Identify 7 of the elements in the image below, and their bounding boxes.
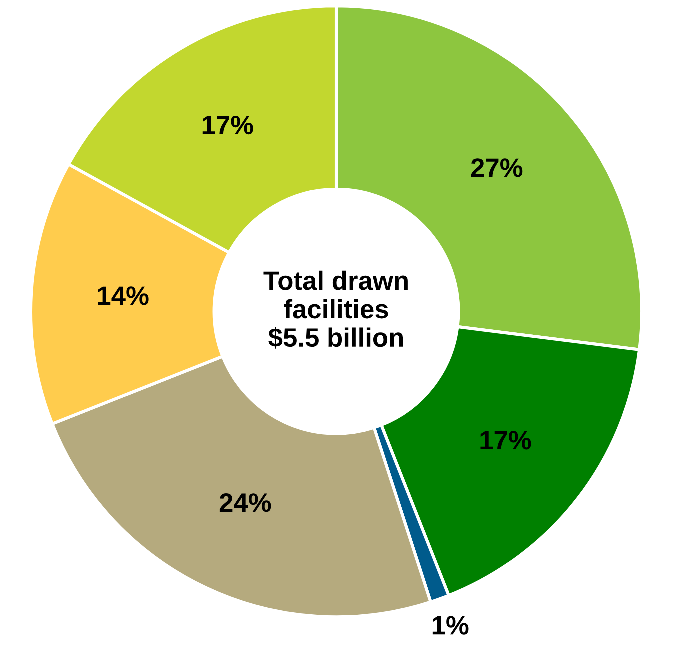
data-label: 27% [471,158,523,178]
data-label: 17% [480,431,532,450]
data-label: 24% [220,494,272,512]
data-label: 17% [202,116,254,135]
data-label: 14% [98,286,149,306]
data-label: 1% [432,616,469,635]
text: Total drawn facilities $5.5 billion [264,270,408,349]
